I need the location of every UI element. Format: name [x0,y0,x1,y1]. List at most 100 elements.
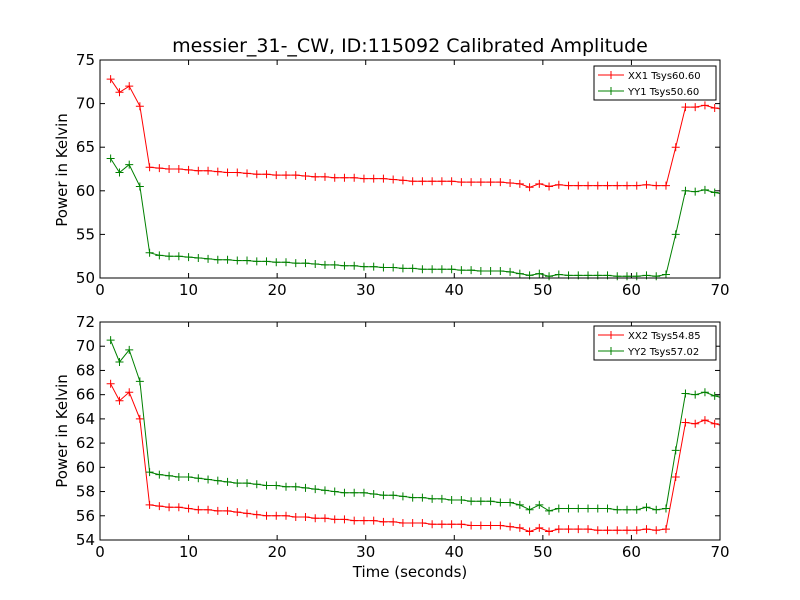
data-point [476,497,485,506]
data-point [681,389,690,398]
data-point [428,265,437,274]
data-point [145,163,154,172]
y-tick-label: 64 [76,410,95,428]
data-point [243,256,252,265]
legend-label: XX2 Tsys54.85 [628,331,701,342]
y-axis-label-top: Power in Kelvin [53,113,71,227]
x-tick-label: 20 [268,543,287,561]
y-tick-label: 60 [76,458,95,476]
data-point [125,82,134,91]
data-point [125,160,134,169]
data-point [447,520,456,529]
data-point [700,185,709,194]
data-point [389,175,398,184]
plot-frame [99,321,721,541]
data-point [447,265,456,274]
data-point [613,181,622,190]
data-point [681,186,690,195]
data-point [359,516,368,525]
data-point [642,180,651,189]
data-point [545,182,554,191]
data-point [282,482,290,491]
data-point [106,154,115,163]
plot-top: 0 10 20 30 40 50 60 70 50 55 60 65 70 75 XX1 Tsys60.60… [76,51,730,299]
data-point [135,414,144,423]
data-point [233,508,242,517]
x-tick-label: 40 [445,281,464,299]
data-point [243,169,252,178]
data-point [418,265,427,274]
data-point [564,525,573,534]
data-point [652,505,661,514]
data-point [213,167,222,176]
data-point [106,75,115,84]
legend-marker [607,347,615,355]
data-point [467,521,476,530]
plot-frame [99,59,721,279]
data-point [398,264,407,273]
data-point [369,489,378,498]
data-point [340,515,349,524]
series-line [110,158,720,277]
data-point [574,504,583,513]
data-point [408,519,417,528]
data-point [603,526,612,535]
data-point [613,505,622,514]
legend-label: XX1 Tsys60.60 [628,71,701,82]
data-point [145,500,154,509]
data-point [671,230,680,239]
data-point [515,179,524,188]
data-point [155,502,164,511]
data-point [272,258,281,267]
data-point [252,170,261,179]
data-point [135,102,144,111]
x-tick-label: 50 [533,543,552,561]
data-point [320,260,329,269]
data-point [155,251,164,260]
series-line [110,383,720,533]
data-point [496,267,505,276]
data-point [486,178,495,187]
data-point [457,520,466,529]
legend-box [593,65,717,101]
data-point [174,165,183,173]
data-point [467,497,476,506]
data-point [135,182,144,191]
data-point [623,181,631,190]
data-point [398,176,407,185]
data-point [379,517,388,526]
data-point [535,523,544,532]
data-point [282,258,290,267]
data-point [320,486,329,495]
series-line [110,78,720,188]
data-point [437,265,446,274]
y-tick-label: 60 [76,182,95,200]
data-point [652,181,661,190]
data-point [115,357,124,366]
data-point [525,527,534,536]
data-point [301,259,310,268]
data-point [330,487,339,496]
data-point [506,178,515,187]
data-point [564,181,573,190]
data-point [584,181,593,190]
data-point [545,272,554,281]
data-point [252,480,261,489]
data-point [272,171,281,180]
data-point [389,491,398,500]
data-point [691,103,700,112]
data-point [379,174,388,183]
data-point [125,388,134,397]
x-axis-label: Time (seconds) [352,563,468,581]
data-point [467,178,476,187]
data-point [223,506,232,515]
data-point [165,252,174,261]
data-point [457,178,466,187]
x-tick-label: 60 [622,281,641,299]
data-point [262,257,271,266]
y-tick-label: 72 [76,313,95,331]
data-point [233,256,242,265]
data-point [359,262,368,271]
data-point [603,504,612,513]
x-tick-label: 0 [95,281,105,299]
